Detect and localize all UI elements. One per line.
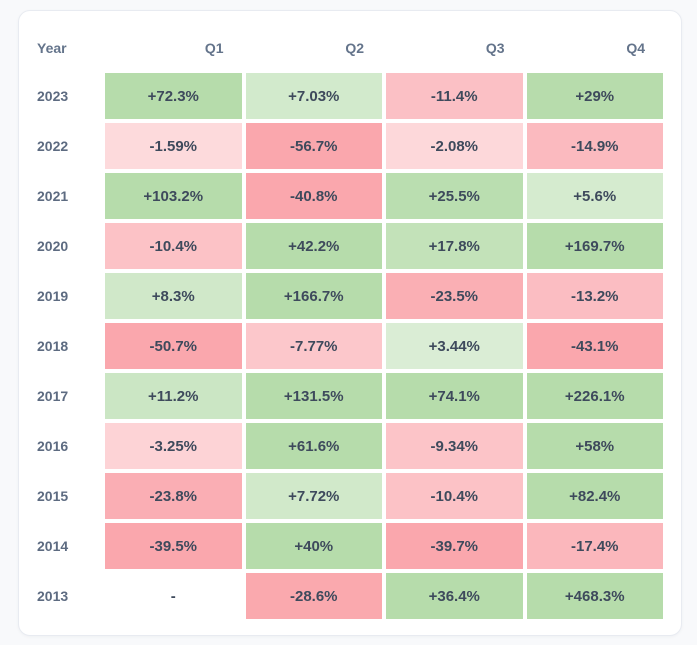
column-header-q4: Q4 <box>626 40 645 56</box>
heatmap-cell-2016-q3: -9.34% <box>386 423 523 469</box>
heatmap-cell-2014-q4: -17.4% <box>526 523 663 569</box>
heatmap-cell-2020-q2: +42.2% <box>245 223 382 269</box>
heatmap-cell-2016-q4: +58% <box>526 423 663 469</box>
heatmap-cell-2017-q1: +11.2% <box>105 373 242 419</box>
year-label-2020: 2020 <box>37 238 69 254</box>
heatmap-cell-2022-q1: -1.59% <box>105 123 242 169</box>
year-label-2016: 2016 <box>37 438 69 454</box>
heatmap-cell-2021-q4: +5.6% <box>526 173 663 219</box>
heatmap-cell-2016-q1: -3.25% <box>105 423 242 469</box>
year-label-2023: 2023 <box>37 88 69 104</box>
heatmap-cell-2023-q3: -11.4% <box>386 73 523 119</box>
heatmap-cell-2021-q3: +25.5% <box>386 173 523 219</box>
heatmap-card: Year Q1 Q2 Q3 Q4 2023 +72.3% +7.03% -11.4% +… <box>18 10 682 636</box>
heatmap-cell-2023-q2: +7.03% <box>245 73 382 119</box>
heatmap-cell-2018-q4: -43.1% <box>526 323 663 369</box>
column-header-q1: Q1 <box>204 40 224 56</box>
column-header-q3: Q3 <box>485 40 505 56</box>
heatmap-cell-2019-q1: +8.3% <box>105 273 242 319</box>
heatmap-cell-2021-q1: +103.2% <box>105 173 242 219</box>
year-label-2019: 2019 <box>37 288 69 304</box>
year-label-2022: 2022 <box>37 138 69 154</box>
heatmap-cell-2018-q1: -50.7% <box>105 323 242 369</box>
year-label-2014: 2014 <box>37 538 69 554</box>
year-label-2013: 2013 <box>37 588 69 604</box>
heatmap-cell-2020-q4: +169.7% <box>526 223 663 269</box>
quarterly-returns-heatmap: Year Q1 Q2 Q3 Q4 2023 +72.3% +7.03% -11.4% +… <box>37 27 663 619</box>
heatmap-cell-2013-q2: -28.6% <box>245 573 382 619</box>
heatmap-cell-2015-q1: -23.8% <box>105 473 242 519</box>
heatmap-cell-2022-q2: -56.7% <box>245 123 382 169</box>
heatmap-cell-2018-q3: +3.44% <box>386 323 523 369</box>
heatmap-cell-2019-q3: -23.5% <box>386 273 523 319</box>
column-header-year: Year <box>37 40 67 56</box>
year-label-2017: 2017 <box>37 388 69 404</box>
heatmap-cell-2015-q3: -10.4% <box>386 473 523 519</box>
heatmap-cell-2013-q1: - <box>105 573 242 619</box>
heatmap-cell-2022-q4: -14.9% <box>526 123 663 169</box>
heatmap-cell-2017-q3: +74.1% <box>386 373 523 419</box>
heatmap-cell-2019-q2: +166.7% <box>245 273 382 319</box>
heatmap-cell-2016-q2: +61.6% <box>245 423 382 469</box>
heatmap-cell-2015-q4: +82.4% <box>526 473 663 519</box>
heatmap-cell-2015-q2: +7.72% <box>245 473 382 519</box>
heatmap-cell-2023-q4: +29% <box>526 73 663 119</box>
heatmap-cell-2017-q4: +226.1% <box>526 373 663 419</box>
column-header-q2: Q2 <box>345 40 364 56</box>
heatmap-cell-2023-q1: +72.3% <box>105 73 242 119</box>
heatmap-cell-2014-q3: -39.7% <box>386 523 523 569</box>
heatmap-cell-2014-q1: -39.5% <box>105 523 242 569</box>
heatmap-cell-2021-q2: -40.8% <box>245 173 382 219</box>
heatmap-cell-2018-q2: -7.77% <box>245 323 382 369</box>
year-label-2018: 2018 <box>37 338 69 354</box>
year-label-2021: 2021 <box>37 188 69 204</box>
heatmap-cell-2022-q3: -2.08% <box>386 123 523 169</box>
heatmap-cell-2013-q3: +36.4% <box>386 573 523 619</box>
heatmap-cell-2013-q4: +468.3% <box>526 573 663 619</box>
heatmap-cell-2014-q2: +40% <box>245 523 382 569</box>
heatmap-cell-2019-q4: -13.2% <box>526 273 663 319</box>
heatmap-cell-2020-q1: -10.4% <box>105 223 242 269</box>
heatmap-cell-2017-q2: +131.5% <box>245 373 382 419</box>
heatmap-cell-2020-q3: +17.8% <box>386 223 523 269</box>
year-label-2015: 2015 <box>37 488 69 504</box>
